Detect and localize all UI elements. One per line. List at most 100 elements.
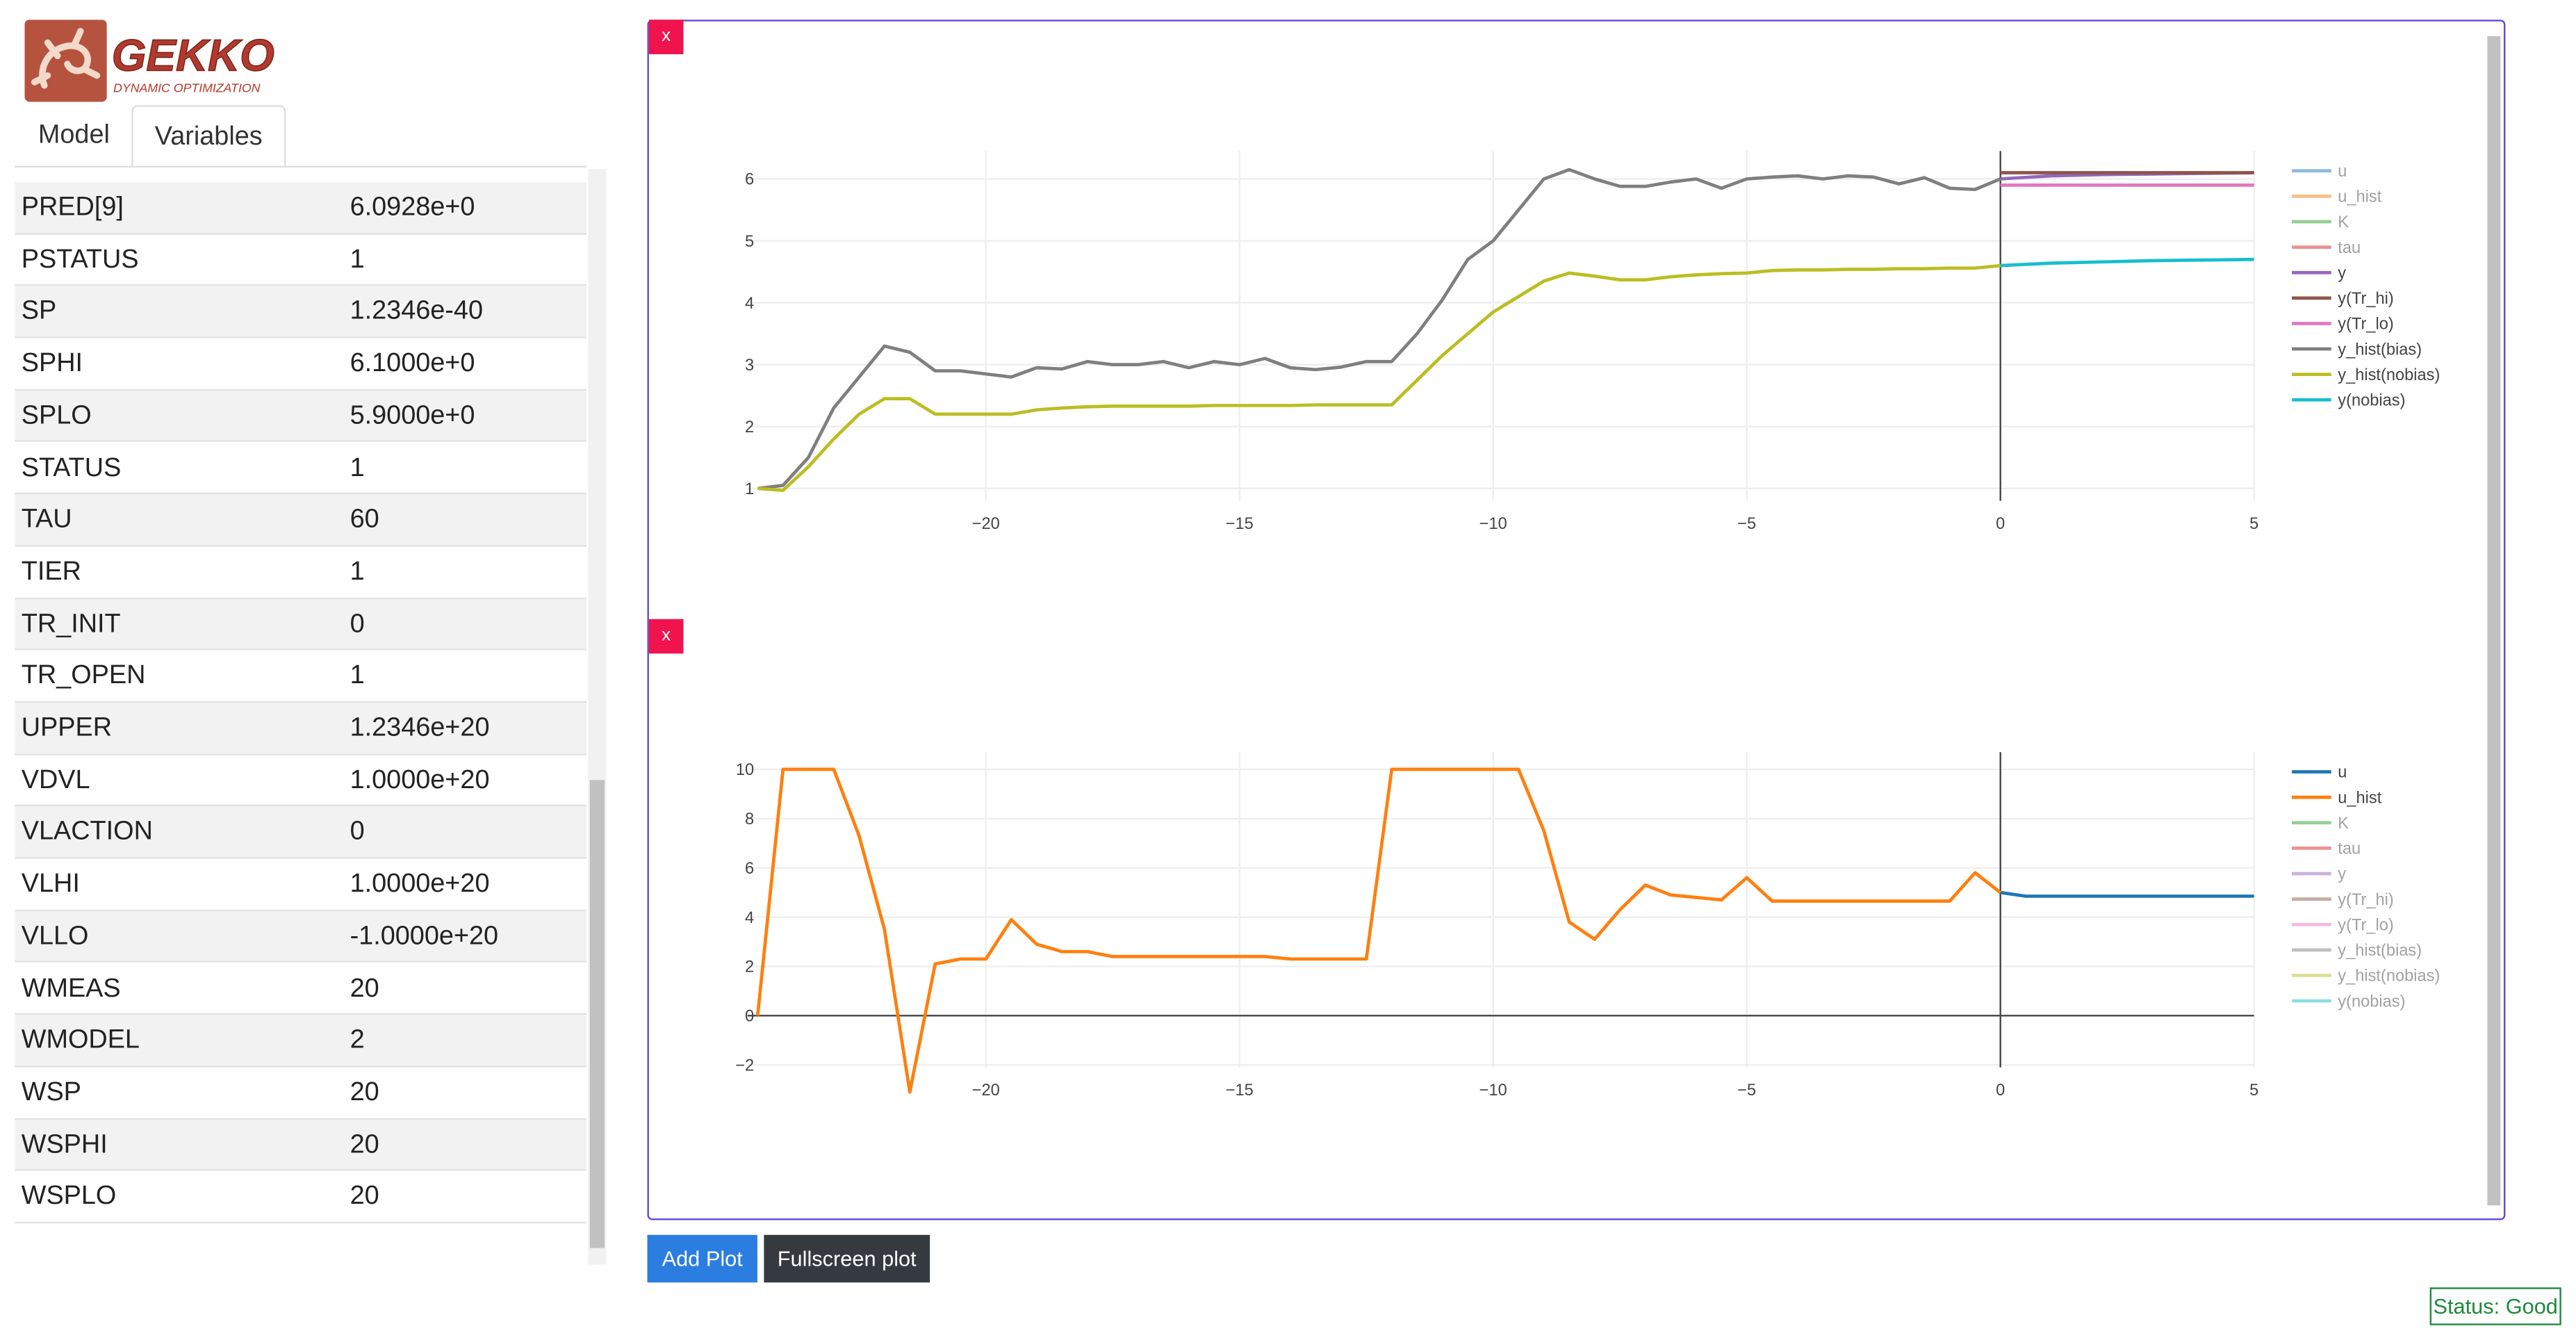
table-row: WSPHI 20 bbox=[15, 1119, 587, 1172]
variable-value: 20 bbox=[350, 1130, 379, 1159]
legend-label: tau bbox=[2338, 840, 2361, 858]
variable-name: SP bbox=[21, 297, 57, 326]
variable-value: 2 bbox=[350, 1027, 365, 1055]
y-tick-label: 1 bbox=[745, 480, 754, 498]
y-tick-label: 6 bbox=[745, 171, 754, 189]
variable-value: 1 bbox=[350, 558, 365, 587]
y-tick-label: 5 bbox=[745, 233, 754, 251]
y-tick-label: −2 bbox=[735, 1056, 754, 1075]
x-tick-label: −5 bbox=[1737, 515, 1756, 533]
tab[interactable]: Model bbox=[38, 121, 110, 150]
table-row: WSPLO 20 bbox=[15, 1171, 587, 1224]
table-row: TR_INIT 0 bbox=[15, 598, 587, 651]
tab-rule bbox=[15, 165, 587, 168]
y-tick-label: 2 bbox=[745, 958, 754, 977]
plot-scroll-thumb[interactable] bbox=[2487, 35, 2501, 1206]
variable-value: -1.0000e+20 bbox=[350, 922, 499, 951]
table-row: TAU 60 bbox=[15, 494, 587, 547]
table-row: UPPER 1.2346e+20 bbox=[15, 703, 587, 755]
table-row: VLLO -1.0000e+20 bbox=[15, 910, 587, 963]
variable-name: PSTATUS bbox=[21, 245, 139, 274]
legend-label: y bbox=[2338, 264, 2346, 282]
y-tick-label: 3 bbox=[745, 357, 754, 375]
variable-value: 60 bbox=[350, 506, 379, 534]
x-tick-label: 5 bbox=[2249, 1081, 2258, 1100]
close-button[interactable]: x bbox=[648, 619, 684, 654]
legend-label: u_hist bbox=[2338, 789, 2381, 807]
variable-value: 1 bbox=[350, 454, 365, 482]
legend-label: y_hist(bias) bbox=[2338, 942, 2422, 960]
variable-name: TR_OPEN bbox=[21, 662, 146, 691]
variable-name: VDVL bbox=[21, 766, 90, 794]
table-row: SP 1.2346e-40 bbox=[15, 286, 587, 338]
y-tick-label: 8 bbox=[745, 810, 754, 828]
close-button[interactable]: x bbox=[648, 19, 684, 54]
legend-label: u bbox=[2338, 163, 2347, 181]
series-line bbox=[2000, 890, 2254, 898]
legend-label: K bbox=[2338, 213, 2349, 231]
table-row: WMEAS 20 bbox=[15, 963, 587, 1015]
variable-value: 20 bbox=[350, 1182, 379, 1211]
variable-value: 20 bbox=[350, 974, 379, 1003]
table-row: TR_OPEN 1 bbox=[15, 651, 587, 703]
variable-name: STATUS bbox=[21, 454, 122, 482]
legend-label: y(Tr_lo) bbox=[2338, 916, 2394, 934]
legend-label: y(nobias) bbox=[2338, 992, 2405, 1011]
table-row: PSTATUS 1 bbox=[15, 234, 587, 286]
variable-name: PRED[9] bbox=[21, 193, 124, 222]
y-tick-label: 2 bbox=[745, 418, 754, 436]
variable-name: SPLO bbox=[21, 402, 92, 430]
legend-label: K bbox=[2338, 815, 2349, 833]
x-tick-label: −20 bbox=[972, 1081, 1000, 1100]
variable-value: 6.1000e+0 bbox=[350, 350, 475, 378]
variable-name: UPPER bbox=[21, 714, 113, 742]
y-tick-label: 4 bbox=[745, 295, 754, 313]
variable-name: WMEAS bbox=[21, 974, 121, 1003]
logo-subtitle: DYNAMIC OPTIMIZATION bbox=[113, 81, 261, 95]
legend-label: u bbox=[2338, 764, 2347, 782]
variable-name: WSPHI bbox=[21, 1130, 108, 1159]
variable-value: 20 bbox=[350, 1079, 379, 1107]
variable-name: TIER bbox=[21, 558, 81, 587]
table-row: PRED[9] 6.0928e+0 bbox=[15, 182, 587, 235]
x-tick-label: 5 bbox=[2249, 515, 2258, 533]
variable-name: SPHI bbox=[21, 350, 83, 378]
variable-value: 1 bbox=[350, 662, 365, 691]
table-row: VLACTION 0 bbox=[15, 807, 587, 859]
variable-value: 1.2346e-40 bbox=[350, 297, 484, 326]
legend-label: y(Tr_hi) bbox=[2338, 290, 2394, 308]
x-tick-label: 0 bbox=[1996, 1081, 2005, 1100]
variable-name: TR_INIT bbox=[21, 610, 121, 639]
table-row: SPLO 5.9000e+0 bbox=[15, 390, 587, 443]
variable-name: VLLO bbox=[21, 922, 89, 951]
table-row: WSP 20 bbox=[15, 1067, 587, 1120]
legend-label: y(Tr_lo) bbox=[2338, 316, 2394, 334]
variable-value: 1 bbox=[350, 245, 365, 274]
legend-label: y_hist(nobias) bbox=[2338, 366, 2440, 384]
variable-name: TAU bbox=[21, 506, 72, 534]
variable-value: 1.2346e+20 bbox=[350, 714, 490, 742]
x-tick-label: −15 bbox=[1226, 515, 1254, 533]
legend-label: y bbox=[2338, 865, 2346, 883]
scroll-thumb[interactable] bbox=[589, 780, 605, 1248]
table-row: VLHI 1.0000e+20 bbox=[15, 858, 587, 911]
table-row: VDVL 1.0000e+20 bbox=[15, 755, 587, 807]
series-line bbox=[757, 263, 2001, 492]
x-tick-label: 0 bbox=[1996, 515, 2005, 533]
fullscreen-button[interactable]: Fullscreen plot bbox=[764, 1234, 930, 1283]
y-tick-label: 4 bbox=[745, 909, 754, 927]
legend-label: tau bbox=[2338, 239, 2361, 257]
variable-value: 5.9000e+0 bbox=[350, 402, 475, 430]
add-plot-button[interactable]: Add Plot bbox=[647, 1234, 757, 1283]
logo-title: GEKKO bbox=[112, 31, 274, 81]
plot-container bbox=[647, 19, 2506, 1220]
tab-active[interactable]: Variables bbox=[131, 105, 286, 166]
variable-name: WSPLO bbox=[21, 1182, 117, 1211]
y-tick-label: 0 bbox=[745, 1008, 754, 1026]
variable-value: 0 bbox=[350, 818, 365, 847]
table-row: SPHI 6.1000e+0 bbox=[15, 338, 587, 391]
legend-label: y_hist(bias) bbox=[2338, 341, 2422, 359]
legend-label: y(nobias) bbox=[2338, 392, 2405, 410]
